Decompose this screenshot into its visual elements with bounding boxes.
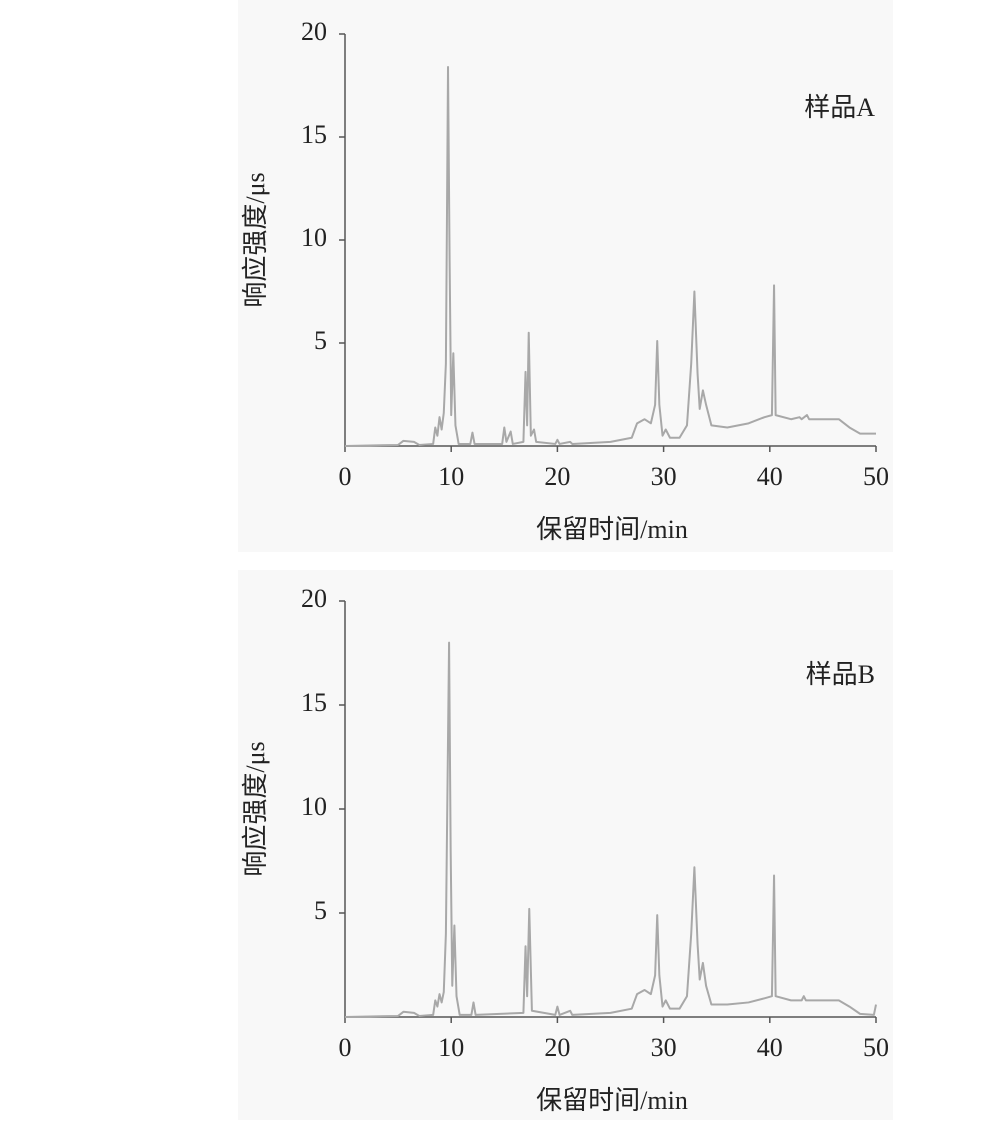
chromatogram-line [344, 641, 877, 1018]
chromatogram-line [344, 65, 876, 447]
x-tick-label: 40 [757, 462, 783, 491]
y-tick-label: 5 [314, 326, 327, 355]
y-tick-label: 15 [301, 688, 327, 717]
y-tick-label: 10 [301, 792, 327, 821]
x-tick-label: 30 [651, 1033, 677, 1062]
x-tick-label: 0 [339, 462, 352, 491]
y-tick-label: 20 [301, 584, 327, 613]
y-tick-label: 10 [301, 223, 327, 252]
panel-background [238, 570, 893, 1120]
x-tick-label: 50 [863, 1033, 889, 1062]
x-tick-label: 10 [438, 1033, 464, 1062]
y-tick-label: 15 [301, 120, 327, 149]
x-tick-label: 20 [544, 462, 570, 491]
y-axis-label: 响应强度/μs [241, 741, 270, 876]
x-axis-label: 保留时间/min [536, 1086, 688, 1115]
annotation: 样品B [806, 660, 875, 689]
annotation: 样品A [804, 93, 875, 122]
y-axis-label: 响应强度/μs [241, 172, 270, 307]
panel-background [238, 0, 893, 552]
x-tick-label: 20 [544, 1033, 570, 1062]
x-tick-label: 10 [438, 462, 464, 491]
y-tick-label: 20 [301, 17, 327, 46]
y-tick-label: 5 [314, 896, 327, 925]
x-tick-label: 0 [339, 1033, 352, 1062]
x-tick-label: 30 [651, 462, 677, 491]
x-tick-label: 50 [863, 462, 889, 491]
x-tick-label: 40 [757, 1033, 783, 1062]
x-axis-label: 保留时间/min [536, 515, 688, 544]
